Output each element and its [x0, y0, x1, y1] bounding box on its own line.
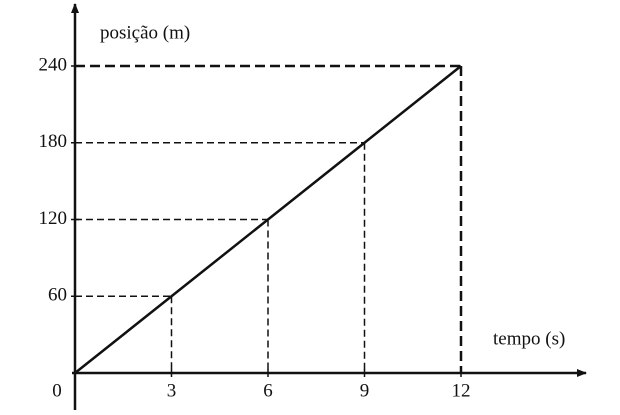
x-axis-label: tempo (s): [493, 328, 565, 349]
x-tick-label: 6: [263, 380, 273, 401]
y-tick-label: 120: [39, 208, 68, 229]
data-line: [74, 65, 462, 374]
y-axis-label: posição (m): [100, 22, 190, 43]
x-tick-label: 3: [167, 380, 177, 401]
y-tick-label: 240: [39, 54, 68, 75]
x-tick-label: 0: [52, 380, 62, 401]
y-tick-label: 60: [48, 285, 67, 306]
x-tick-label: 12: [452, 380, 471, 401]
y-tick-label: 180: [39, 131, 68, 152]
x-tick-label: 9: [360, 380, 370, 401]
